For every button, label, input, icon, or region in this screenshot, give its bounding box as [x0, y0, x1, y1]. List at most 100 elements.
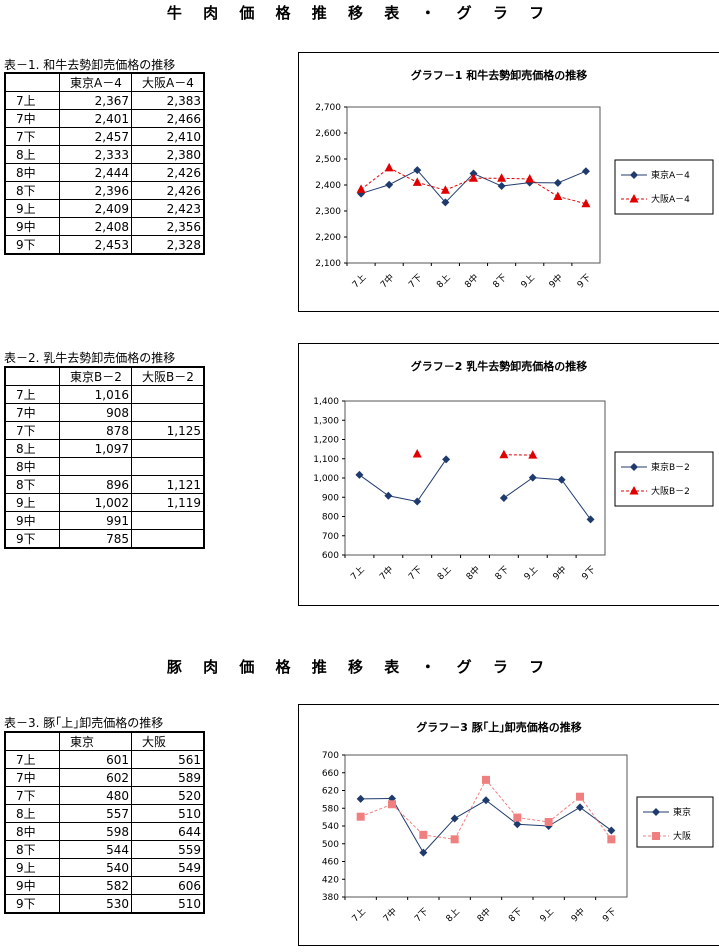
table-row: 8中 598 644: [4, 822, 205, 841]
row-label-cell: 9上: [4, 493, 60, 512]
table-row: 8上 2,333 2,380: [4, 145, 205, 164]
x-tick-label: 9上: [519, 272, 537, 290]
data-point-triangle: [581, 198, 591, 208]
y-tick-label: 540: [322, 822, 339, 832]
value-cell: 557: [59, 804, 132, 823]
value-cell: 1,097: [59, 439, 132, 458]
series-line-segment: [503, 477, 534, 499]
row-label-cell: 8中: [4, 822, 60, 841]
row-label-cell: 9中: [4, 511, 60, 530]
x-tick-label: 9上: [522, 564, 540, 582]
legend-entry-label: 東京B－2: [651, 461, 690, 473]
series-line-segment: [579, 796, 612, 840]
data-point-square: [450, 835, 459, 844]
x-tick-label: 7下: [407, 565, 424, 582]
data-point-diamond: [576, 803, 584, 812]
series-line-segment: [416, 459, 447, 502]
series-2: [356, 775, 616, 844]
x-tick-label: 8中: [474, 905, 493, 924]
row-label-cell: 8上: [4, 145, 60, 164]
series-line-segment: [485, 799, 518, 825]
data-point-diamond: [442, 455, 451, 464]
value-cell: 2,380: [131, 145, 205, 164]
y-tick-label: 1,300: [313, 416, 339, 426]
data-point-diamond: [557, 475, 566, 484]
value-cell: 2,426: [131, 163, 205, 182]
value-cell: 2,457: [59, 127, 132, 146]
legend-box: [636, 796, 714, 848]
chart-1: グラフ－1 和牛去勢卸売価格の推移 2,100 2,200 2,300 2,400 2,5…: [315, 68, 714, 290]
data-point-diamond: [652, 808, 660, 816]
value-cell: 520: [131, 786, 205, 805]
y-tick-label: 2,600: [315, 129, 341, 139]
row-label-cell: 7中: [4, 768, 60, 787]
x-tick-label: 8下: [491, 273, 508, 290]
table-row: 9下 785: [4, 529, 205, 549]
x-tick-label: 9下: [580, 565, 597, 582]
series-line-segment: [445, 173, 474, 203]
table-row: 9上 540 549: [4, 858, 205, 877]
series-line-segment: [388, 167, 418, 183]
table-header-row: 東京 大阪: [4, 731, 205, 751]
value-cell: 549: [131, 858, 205, 877]
data-point-triangle: [469, 173, 478, 182]
x-tick-label: 8中: [462, 271, 481, 290]
x-tick-label: 7上: [349, 564, 367, 582]
x-tick-label: 8上: [435, 564, 453, 582]
x-tick-label: 9下: [601, 907, 618, 924]
y-tick-label: 900: [322, 493, 339, 503]
data-point-diamond: [607, 826, 616, 835]
data-point-square: [652, 832, 660, 840]
value-cell: 530: [59, 894, 132, 914]
table-header-cell: [4, 731, 60, 751]
series-line-segment: [485, 779, 518, 818]
row-label-cell: 8中: [4, 163, 60, 182]
table-row: 7下 878 1,125: [4, 421, 205, 440]
value-cell: 561: [131, 750, 205, 769]
data-point-triangle: [528, 450, 538, 459]
y-tick-label: 1,000: [313, 474, 339, 484]
data-point-square: [482, 775, 490, 784]
row-label-cell: 8下: [4, 475, 60, 494]
value-cell: 1,125: [131, 421, 205, 440]
table-3: 東京 大阪 7上 601 561 7中 602 589 7下 480 520 8上 557 510 8中…: [4, 731, 205, 914]
value-cell: 878: [59, 421, 132, 440]
value-cell: [131, 511, 205, 530]
data-point-diamond: [384, 491, 393, 500]
x-tick-label: 7中: [377, 563, 396, 582]
data-point-diamond: [581, 167, 590, 176]
value-cell: [131, 385, 205, 404]
table-row: 9下 530 510: [4, 894, 205, 914]
table-header-cell: 大阪A－4: [131, 72, 205, 92]
data-point-triangle: [356, 184, 366, 193]
row-label-cell: 8下: [4, 840, 60, 859]
value-cell: 540: [59, 858, 132, 877]
x-tick-label: 9中: [550, 563, 569, 582]
y-tick-label: 380: [322, 893, 339, 903]
series-line-segment: [445, 177, 474, 191]
chart-3: グラフ－3 豚｢上｣卸売価格の推移 380 420 460 500 540 580 620 66…: [322, 720, 714, 924]
value-cell: 2,383: [131, 91, 205, 110]
value-cell: 1,016: [59, 385, 132, 404]
row-label-cell: 9下: [4, 894, 60, 914]
table-row: 9中 582 606: [4, 876, 205, 895]
row-label-cell: 7上: [4, 385, 60, 404]
legend-entry-label: 東京A－4: [651, 169, 690, 181]
series-line-segment: [391, 803, 424, 836]
y-tick-label: 2,300: [315, 207, 341, 217]
y-tick-label: 420: [322, 875, 339, 885]
value-cell: [131, 457, 205, 476]
value-cell: 589: [131, 768, 205, 787]
row-label-cell: 8下: [4, 181, 60, 200]
table-row: 8下 896 1,121: [4, 475, 205, 494]
table-header-row: 東京A－4 大阪A－4: [4, 72, 205, 92]
data-point-square: [388, 800, 396, 809]
table-row: 9下 2,453 2,328: [4, 235, 205, 255]
series-line-segment: [360, 803, 393, 818]
table-row: 8上 557 510: [4, 804, 205, 823]
data-point-diamond: [553, 178, 562, 187]
data-point-square: [544, 818, 553, 827]
series-line-segment: [579, 806, 612, 831]
x-tick-label: 7中: [380, 905, 399, 924]
chart-3-frame: グラフ－3 豚｢上｣卸売価格の推移 380 420 460 500 540 580 620 66…: [298, 704, 719, 946]
